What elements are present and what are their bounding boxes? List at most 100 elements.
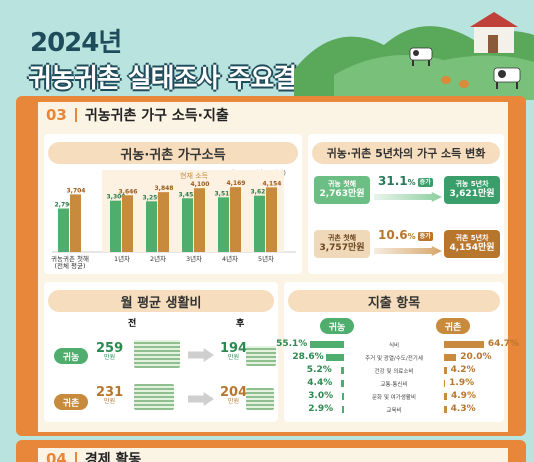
- expense-right-value: 4.2%: [450, 365, 476, 375]
- bar-귀촌-0: [70, 194, 81, 252]
- from-box-0: 귀농 첫해 2,763만원: [314, 176, 370, 204]
- expense-right-value: 1.9%: [449, 378, 475, 388]
- expense-category: 교육비: [386, 408, 402, 414]
- header: 2024년 귀농귀촌 실태조사 주요결과: [0, 0, 534, 100]
- bar-귀농-3: [182, 198, 193, 252]
- value-label: 3,646: [119, 188, 138, 195]
- cow-icon: [493, 67, 521, 89]
- pct-0: 31.1% 증가: [378, 174, 433, 188]
- bar-귀촌-2: [158, 192, 169, 252]
- expense-left-value: 55.1%: [276, 339, 308, 349]
- cow-icon: [409, 47, 433, 66]
- tick-label: 2년차: [150, 254, 166, 263]
- expense-category: 식비: [388, 343, 400, 349]
- bar-귀농-0: [58, 208, 69, 252]
- next-section-number: 04: [46, 450, 67, 462]
- tick-label: 귀농귀촌 첫해: [51, 254, 89, 263]
- arrow-right-icon: [188, 348, 214, 362]
- expense-right-value: 64.7%: [487, 339, 520, 349]
- next-section-title: 경제 활동: [84, 452, 142, 462]
- expense-left-bar: [326, 354, 344, 361]
- expense-left-bar: [342, 393, 344, 400]
- section-content: 03 귀농귀촌 가구 소득·지출 귀농·귀촌 가구소득 귀농 귀촌 (만원) 현…: [38, 102, 519, 432]
- expense-row: 2.9% 교육비 4.3%: [284, 403, 504, 416]
- expense-left-value: 2.9%: [308, 404, 334, 414]
- expense-right-bar: [444, 380, 446, 387]
- expense-rows: 55.1% 식비 64.7% 28.6% 주거 및 광열/수도/전기세 20.0% 5.2%…: [276, 338, 519, 422]
- bar-귀촌-3: [194, 188, 205, 252]
- expense-category: 주거 및 광열/수도/전기세: [365, 356, 423, 362]
- value-label: 3,515: [215, 190, 234, 197]
- section-divider: [74, 452, 77, 462]
- expense-left-bar: [340, 367, 344, 374]
- expense-left-bar: [342, 406, 344, 413]
- bar-귀촌-5: [266, 187, 277, 252]
- next-section-header: 04 경제 활동: [38, 448, 508, 462]
- expense-right-bar: [444, 341, 484, 348]
- tick-label: 1년차: [114, 254, 130, 263]
- value-label: 3,704: [67, 187, 86, 194]
- expense-right-value: 20.0%: [460, 352, 492, 362]
- living-after-0: 194 만원: [220, 341, 248, 361]
- tick-label: (전체 평균): [54, 261, 85, 270]
- expense-right-label: 귀촌: [436, 318, 470, 334]
- tick-label: 4년차: [222, 254, 238, 263]
- change-pill: 귀농·귀촌 5년차의 가구 소득 변화: [312, 142, 500, 164]
- value-label: 3,259: [143, 194, 162, 201]
- living-before-0: 259 만원: [96, 341, 124, 361]
- bar-귀촌-4: [230, 187, 241, 252]
- income-card: 귀농·귀촌 가구소득 귀농 귀촌 (만원) 현재 소득2,7963,7043,3…: [44, 134, 302, 274]
- living-label-0: 귀농: [54, 348, 88, 364]
- expense-right-value: 4.3%: [450, 404, 476, 414]
- expense-row: 28.6% 주거 및 광열/수도/전기세 20.0%: [284, 351, 504, 364]
- tick-label: 5년차: [258, 254, 274, 263]
- money-stack-icon: [134, 384, 174, 410]
- income-pill: 귀농·귀촌 가구소득: [48, 142, 298, 164]
- value-label: 3,621: [251, 189, 270, 196]
- money-stack-icon: [246, 388, 274, 410]
- to-box-1: 귀촌 5년차 4,154만원: [444, 230, 500, 258]
- value-label: 3,453: [179, 191, 198, 198]
- pct-1: 10.6% 증가: [378, 228, 433, 242]
- expense-left-label: 귀농: [320, 318, 354, 334]
- bar-귀농-5: [254, 195, 265, 252]
- expense-category: 문화 및 여가생활비: [372, 395, 416, 401]
- bar-귀농-4: [218, 197, 229, 252]
- farm-scene-illustration: [294, 12, 534, 100]
- value-label: 3,300: [107, 194, 126, 201]
- value-label: 4,169: [227, 180, 246, 187]
- expense-left-value: 3.0%: [308, 391, 334, 401]
- money-stack-icon: [246, 346, 276, 366]
- year-title: 2024년: [30, 28, 122, 58]
- bar-귀촌-1: [122, 195, 133, 252]
- expense-right-bar: [444, 354, 457, 361]
- section-number: 03: [46, 106, 67, 124]
- expense-left-bar: [310, 341, 344, 348]
- expense-row: 3.0% 문화 및 여가생활비 4.9%: [284, 390, 504, 403]
- expense-category: 건강 및 의료소비: [374, 369, 414, 375]
- living-card: 월 평균 생활비 전 후 귀농 259 만원 194 만원 귀촌 231 만원 204…: [44, 282, 278, 422]
- living-label-1: 귀촌: [54, 394, 88, 410]
- living-before-1: 231 만원: [96, 385, 124, 405]
- section-divider: [74, 108, 77, 122]
- before-label: 전: [128, 319, 137, 329]
- from-box-1: 귀촌 첫해 3,757만원: [314, 230, 370, 258]
- current-income-label: 현재 소득: [180, 172, 209, 180]
- change-card: 귀농·귀촌 5년차의 가구 소득 변화 귀농 첫해 2,763만원 31.1% 증가…: [308, 134, 504, 274]
- value-label: 4,154: [263, 180, 282, 187]
- to-box-0: 귀농 5년차 3,621만원: [444, 176, 500, 204]
- bar-귀농-2: [146, 201, 157, 252]
- chicken-icon: [441, 76, 469, 88]
- expense-right-value: 4.9%: [451, 391, 476, 401]
- expense-left-value: 28.6%: [292, 352, 324, 362]
- arrow-right-icon: [188, 392, 214, 406]
- expense-row: 4.4% 교통·통신비 1.9%: [284, 377, 504, 390]
- section-header: 03 귀농귀촌 가구 소득·지출: [38, 102, 508, 128]
- after-label: 후: [236, 319, 245, 329]
- expense-left-bar: [341, 380, 344, 387]
- expense-row: 5.2% 건강 및 의료소비 4.2%: [284, 364, 504, 377]
- expense-right-bar: [444, 406, 447, 413]
- value-label: 4,100: [191, 181, 210, 188]
- page-title: 귀농귀촌 실태조사 주요결과: [28, 64, 320, 94]
